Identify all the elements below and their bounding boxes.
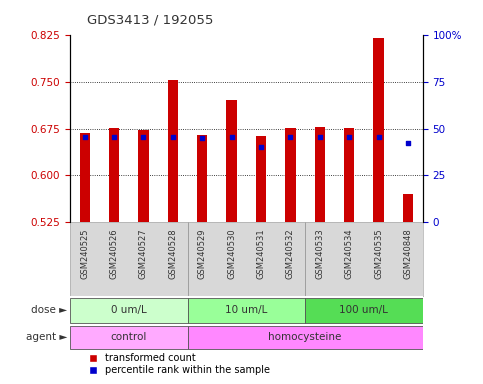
Point <box>375 134 383 140</box>
Bar <box>305 298 423 323</box>
Text: GSM240848: GSM240848 <box>403 228 412 279</box>
Bar <box>373 38 384 222</box>
Bar <box>403 194 413 222</box>
Text: GSM240528: GSM240528 <box>169 228 177 279</box>
Bar <box>70 298 187 323</box>
Point <box>228 134 236 140</box>
Bar <box>109 128 119 222</box>
Bar <box>187 298 305 323</box>
Text: GSM240529: GSM240529 <box>198 228 207 279</box>
Bar <box>138 131 149 222</box>
Bar <box>187 326 423 349</box>
Text: 100 um/L: 100 um/L <box>340 305 388 315</box>
Text: GSM240531: GSM240531 <box>256 228 266 279</box>
Text: GSM240534: GSM240534 <box>345 228 354 279</box>
Bar <box>80 133 90 222</box>
Point <box>316 134 324 140</box>
Text: GDS3413 / 192055: GDS3413 / 192055 <box>87 14 213 27</box>
Point <box>257 144 265 151</box>
Point <box>345 134 353 140</box>
Text: GSM240526: GSM240526 <box>110 228 119 279</box>
Text: agent ►: agent ► <box>26 332 67 342</box>
Text: GSM240533: GSM240533 <box>315 228 324 279</box>
Bar <box>344 128 355 222</box>
Text: control: control <box>111 332 147 342</box>
Bar <box>285 128 296 222</box>
Legend: transformed count, percentile rank within the sample: transformed count, percentile rank withi… <box>89 353 270 375</box>
Text: GSM240532: GSM240532 <box>286 228 295 279</box>
Point <box>404 140 412 146</box>
Point <box>110 134 118 140</box>
Text: homocysteine: homocysteine <box>269 332 342 342</box>
Point <box>199 135 206 141</box>
Text: GSM240527: GSM240527 <box>139 228 148 279</box>
Bar <box>168 80 178 222</box>
Text: dose ►: dose ► <box>31 305 67 315</box>
Point <box>140 134 147 140</box>
Point <box>169 134 177 140</box>
Text: 0 um/L: 0 um/L <box>111 305 147 315</box>
Text: GSM240530: GSM240530 <box>227 228 236 279</box>
Point <box>286 134 294 140</box>
Bar <box>256 136 266 222</box>
Bar <box>197 136 207 222</box>
Text: GSM240525: GSM240525 <box>80 228 89 279</box>
Bar <box>227 100 237 222</box>
Bar <box>70 326 187 349</box>
Text: GSM240535: GSM240535 <box>374 228 383 279</box>
Bar <box>314 127 325 222</box>
Text: 10 um/L: 10 um/L <box>225 305 268 315</box>
Point <box>81 134 88 140</box>
